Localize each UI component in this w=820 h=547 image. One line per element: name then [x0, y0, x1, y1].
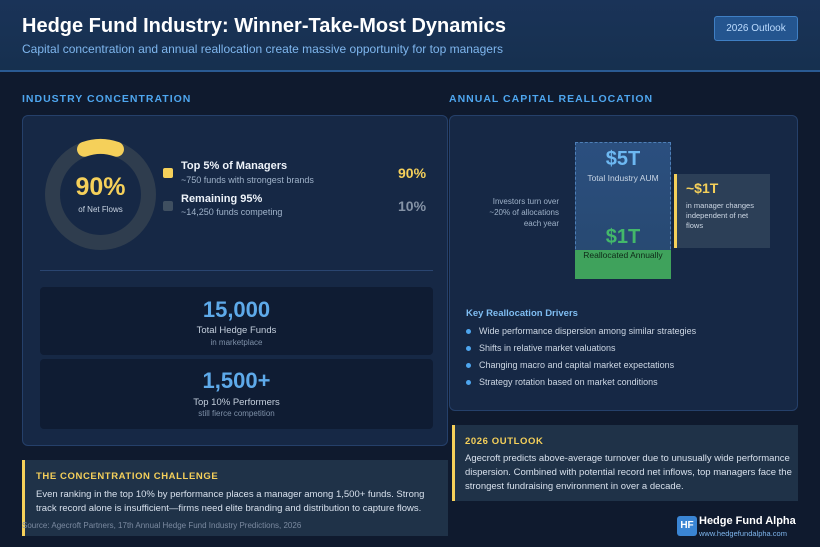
legend-desc-remaining: ~14,250 funds competing	[181, 207, 283, 217]
bullet-icon	[466, 363, 471, 369]
stat-label-top-performers: Top 10% Performers	[193, 397, 280, 408]
driver-text: Wide performance dispersion among simila…	[479, 326, 697, 336]
bullet-icon	[466, 329, 471, 335]
bullet-icon	[466, 380, 471, 386]
drivers-heading: Key Reallocation Drivers	[466, 308, 578, 319]
stat-sub-total-funds: in marketplace	[210, 338, 263, 347]
reallocated-label: Reallocated Annually	[583, 250, 663, 260]
reallocation-section-label: ANNUAL CAPITAL REALLOCATION	[449, 93, 654, 105]
stat-value-top-performers: 1,500+	[202, 368, 271, 393]
reallocated-value: $1T	[605, 226, 641, 248]
driver-item: Strategy rotation based on market condit…	[466, 377, 658, 387]
driver-text: Strategy rotation based on market condit…	[479, 377, 658, 387]
challenge-body: Even ranking in the top 10% by performan…	[36, 489, 425, 514]
legend-swatch-remaining	[163, 201, 173, 211]
brand-name: Hedge Fund Alpha	[699, 515, 796, 527]
concentration-section-label: INDUSTRY CONCENTRATION	[22, 93, 192, 105]
source-citation: Source: Agecroft Partners, 17th Annual H…	[22, 521, 302, 530]
driver-text: Shifts in relative market valuations	[479, 343, 616, 353]
outlook-heading: 2026 OUTLOOK	[465, 436, 544, 447]
driver-item: Changing macro and capital market expect…	[466, 360, 674, 370]
brand-url[interactable]: www.hedgefundalpha.com	[699, 529, 787, 538]
donut-value: 90%	[75, 173, 126, 201]
stat-card-top-performers: 1,500+ Top 10% Performers still fierce c…	[40, 359, 433, 429]
page-subtitle: Capital concentration and annual realloc…	[22, 42, 503, 56]
driver-item: Shifts in relative market valuations	[466, 343, 616, 353]
total-aum-value: $5T	[605, 148, 641, 170]
legend-desc-top: ~750 funds with strongest brands	[181, 175, 314, 185]
bullet-icon	[466, 346, 471, 352]
reallocated-annually-bar	[575, 250, 671, 279]
concentration-donut	[45, 139, 156, 250]
legend-pct-remaining: 10%	[398, 198, 427, 214]
legend-title-top: Top 5% of Managers	[181, 160, 288, 172]
stat-label-total-funds: Total Hedge Funds	[196, 325, 277, 336]
driver-text: Changing macro and capital market expect…	[479, 360, 675, 370]
independent-changes-desc: in manager changes independent of net fl…	[686, 201, 754, 230]
outlook-badge: 2026 Outlook	[714, 16, 798, 41]
stat-value-total-funds: 15,000	[202, 297, 271, 322]
brand-logo-icon: HF	[677, 516, 697, 536]
independent-changes-box	[674, 174, 770, 248]
total-aum-label: Total Industry AUM	[587, 173, 659, 183]
independent-changes-value: ~$1T	[686, 180, 719, 196]
concentration-challenge-callout: THE CONCENTRATION CHALLENGE Even ranking…	[22, 460, 448, 536]
driver-item: Wide performance dispersion among simila…	[466, 326, 696, 336]
legend-swatch-top	[163, 168, 173, 178]
challenge-heading: THE CONCENTRATION CHALLENGE	[36, 471, 219, 482]
donut-label: of Net Flows	[78, 205, 123, 214]
turnover-note: Investors turn over ~20% of allocations …	[489, 197, 559, 228]
panel-divider	[40, 270, 433, 271]
outlook-body: Agecroft predicts above-average turnover…	[465, 453, 792, 492]
stat-sub-top-performers: still fierce competition	[198, 409, 275, 418]
stat-card-total-funds: 15,000 Total Hedge Funds in marketplace	[40, 287, 433, 355]
outlook-callout: 2026 OUTLOOK Agecroft predicts above-ave…	[452, 425, 798, 501]
legend-pct-top: 90%	[398, 165, 427, 181]
legend-title-remaining: Remaining 95%	[181, 193, 263, 205]
page-title: Hedge Fund Industry: Winner-Take-Most Dy…	[22, 15, 506, 37]
page-header: Hedge Fund Industry: Winner-Take-Most Dy…	[0, 0, 820, 72]
donut-highlight-arc	[77, 139, 124, 157]
